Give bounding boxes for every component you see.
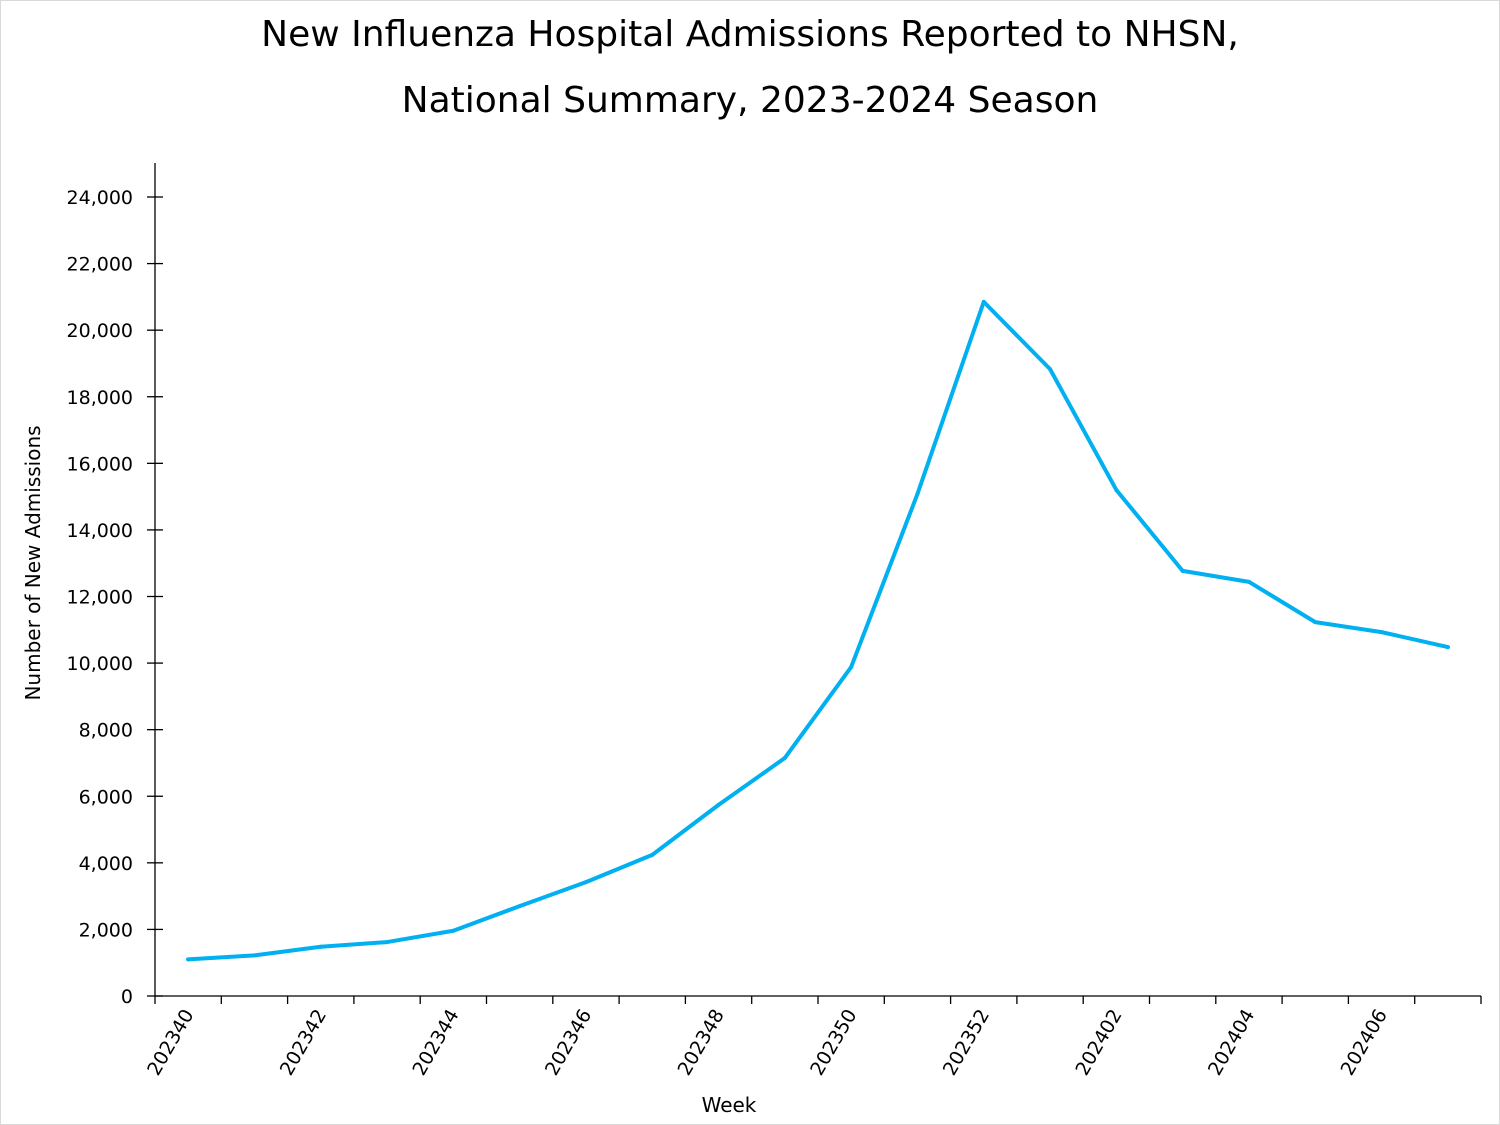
y-tick-label: 24,000	[67, 187, 133, 209]
data-point	[318, 944, 323, 949]
data-point	[186, 957, 191, 962]
y-tick-label: 12,000	[67, 587, 133, 609]
data-point	[1313, 620, 1318, 625]
y-tick-label: 10,000	[67, 653, 133, 675]
x-tick-label: 202340	[143, 1006, 198, 1080]
data-point	[1445, 645, 1450, 650]
data-point	[1180, 568, 1185, 573]
x-axis-label: Week	[702, 1093, 757, 1117]
chart-title-line2: National Summary, 2023-2024 Season	[401, 80, 1099, 121]
x-tick-label: 202348	[674, 1006, 729, 1080]
y-tick-label: 4,000	[79, 853, 133, 875]
data-point	[981, 299, 986, 304]
x-tick-label: 202406	[1337, 1006, 1392, 1080]
y-tick-label: 6,000	[79, 786, 133, 808]
y-tick-label: 22,000	[67, 254, 133, 276]
data-point	[583, 880, 588, 885]
y-tick-label: 16,000	[67, 453, 133, 475]
data-point	[1114, 487, 1119, 492]
data-point	[252, 953, 257, 958]
x-tick-label: 202346	[541, 1006, 596, 1080]
y-tick-label: 14,000	[67, 520, 133, 542]
x-tick-label: 202342	[276, 1006, 331, 1080]
x-tick-label: 202350	[806, 1006, 861, 1080]
x-tick-label: 202404	[1204, 1006, 1259, 1080]
data-point	[451, 928, 456, 933]
x-tick-label: 202352	[939, 1006, 994, 1080]
data-point	[1246, 579, 1251, 584]
series-line	[186, 299, 1450, 962]
y-axis-label: Number of New Admissions	[21, 425, 45, 700]
x-tick-label: 202402	[1071, 1006, 1126, 1080]
data-point	[385, 940, 390, 945]
data-point	[782, 755, 787, 760]
data-point	[849, 665, 854, 670]
data-point	[716, 802, 721, 807]
data-point	[517, 904, 522, 909]
data-point	[1379, 630, 1384, 635]
data-point	[915, 491, 920, 496]
y-tick-label: 2,000	[79, 919, 133, 941]
chart-title-line1: New Influenza Hospital Admissions Report…	[261, 14, 1239, 55]
data-point	[1048, 367, 1053, 372]
y-tick-label: 8,000	[79, 720, 133, 742]
y-tick-label: 0	[121, 986, 133, 1008]
data-point	[650, 852, 655, 857]
y-tick-label: 20,000	[67, 320, 133, 342]
x-tick-label: 202344	[408, 1006, 463, 1080]
y-tick-label: 18,000	[67, 387, 133, 409]
